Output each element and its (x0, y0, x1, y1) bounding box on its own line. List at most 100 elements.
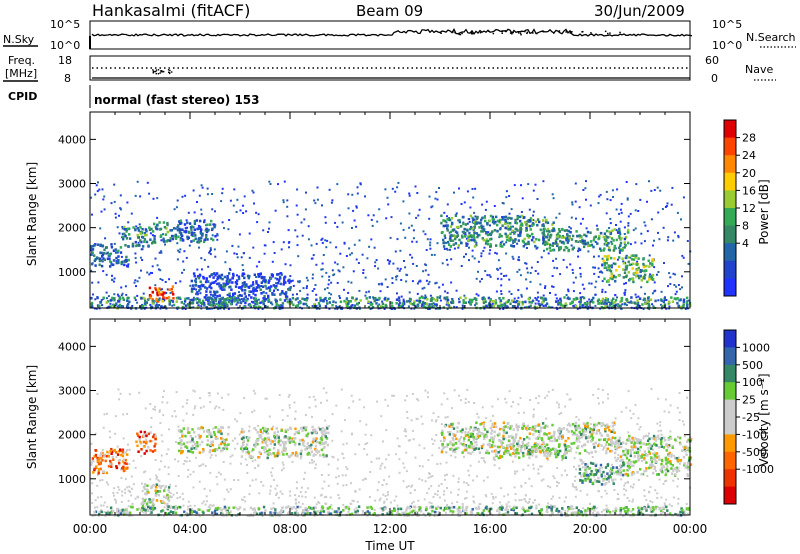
echo-speck (657, 429, 660, 432)
echo-cell (151, 299, 154, 303)
echo-cell (636, 274, 640, 278)
echo-cell (189, 226, 193, 229)
echo-speck (513, 184, 516, 187)
echo-cell (384, 303, 387, 307)
echo-speck (159, 307, 162, 310)
echo-cell (628, 263, 632, 266)
echo-cell (488, 219, 491, 223)
echo-cell (466, 229, 469, 232)
echo-speck (133, 281, 136, 284)
echo-speck (431, 438, 433, 441)
echo-cell (565, 303, 568, 307)
echo-cell (508, 216, 511, 220)
echo-cell (430, 302, 434, 306)
echo-cell (643, 298, 647, 301)
echo-speck (355, 506, 358, 509)
echo-speck (167, 466, 170, 469)
echo-cell (459, 225, 463, 228)
echo-speck (100, 504, 103, 507)
echo-cell (432, 304, 435, 308)
echo-cell (497, 304, 500, 308)
echo-cell (180, 301, 183, 304)
echo-speck (438, 187, 440, 189)
echo-cell (579, 298, 582, 302)
echo-cell (479, 221, 482, 225)
echo-cell (196, 227, 199, 231)
echo-cell (302, 443, 305, 446)
echo-cell (227, 426, 230, 429)
echo-speck (409, 511, 411, 514)
echo-cell (269, 442, 272, 445)
echo-speck (527, 501, 530, 504)
echo-speck (600, 510, 603, 513)
echo-speck (158, 409, 161, 412)
echo-speck (94, 499, 97, 502)
echo-speck (161, 401, 164, 404)
echo-cell (440, 214, 443, 218)
echo-speck (599, 438, 602, 441)
echo-speck (546, 394, 549, 397)
echo-speck (202, 405, 205, 408)
echo-cell (149, 500, 152, 504)
echo-speck (542, 294, 545, 297)
echo-speck (243, 496, 246, 498)
echo-cell (574, 298, 577, 302)
echo-speck (586, 300, 589, 303)
echo-speck (355, 205, 358, 208)
noise-sky-trace (91, 28, 693, 37)
echo-speck (525, 287, 528, 290)
echo-cell (266, 449, 269, 453)
echo-cell (91, 244, 95, 248)
echo-speck (450, 407, 453, 410)
echo-cell (313, 303, 316, 306)
echo-cell (102, 252, 106, 255)
echo-speck (185, 219, 188, 222)
echo-cell (598, 234, 601, 238)
echo-cell (289, 286, 292, 289)
echo-cell (582, 242, 585, 245)
echo-speck (574, 427, 577, 430)
echo-cell (630, 296, 633, 299)
echo-speck (203, 258, 206, 261)
echo-speck (192, 296, 195, 299)
echo-speck (602, 401, 604, 404)
echo-speck (238, 433, 241, 436)
echo-speck (438, 496, 441, 499)
echo-cell (169, 506, 172, 509)
freq-dot (169, 69, 171, 72)
velocity-heatmap (90, 387, 693, 517)
echo-cell (610, 299, 614, 302)
echo-speck (505, 196, 508, 199)
echo-cell (161, 291, 164, 294)
echo-speck (167, 448, 170, 451)
echo-cell (198, 237, 201, 240)
echo-cell (212, 301, 215, 304)
echo-cell (242, 299, 245, 303)
echo-speck (286, 205, 289, 208)
echo-cell (96, 459, 99, 463)
echo-speck (653, 189, 656, 191)
echo-speck (160, 485, 163, 488)
echo-speck (262, 484, 265, 487)
echo-speck (156, 216, 159, 219)
echo-cell (204, 229, 207, 232)
echo-speck (331, 455, 334, 458)
echo-cell (498, 234, 502, 238)
echo-cell (205, 298, 208, 301)
echo-speck (504, 508, 507, 511)
echo-speck (121, 494, 124, 497)
echo-cell (221, 437, 224, 441)
echo-speck (98, 260, 101, 263)
echo-speck (627, 215, 630, 218)
echo-cell (475, 297, 478, 301)
echo-cell (679, 298, 682, 301)
echo-speck (242, 269, 245, 271)
echo-speck (556, 401, 559, 404)
power-frame (89, 111, 691, 309)
echo-cell (186, 431, 190, 434)
echo-speck (551, 440, 554, 443)
echo-cell (164, 233, 168, 236)
echo-cell (528, 305, 531, 309)
echo-cell (156, 292, 159, 295)
